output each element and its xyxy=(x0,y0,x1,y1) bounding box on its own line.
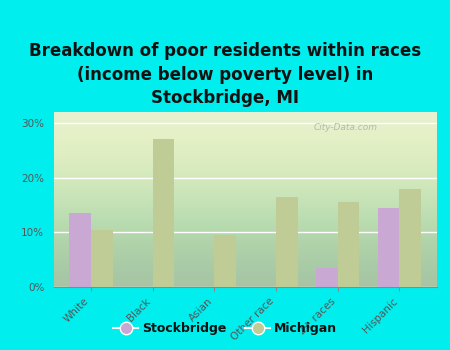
Bar xyxy=(378,208,400,287)
Bar xyxy=(214,235,236,287)
Bar xyxy=(338,202,360,287)
Legend: Stockbridge, Michigan: Stockbridge, Michigan xyxy=(108,317,342,340)
Bar xyxy=(400,189,421,287)
Bar xyxy=(276,197,298,287)
Bar xyxy=(91,230,112,287)
Bar xyxy=(316,268,338,287)
Bar xyxy=(153,139,174,287)
Text: City-Data.com: City-Data.com xyxy=(314,122,378,132)
Bar xyxy=(69,213,91,287)
Text: Breakdown of poor residents within races
(income below poverty level) in
Stockbr: Breakdown of poor residents within races… xyxy=(29,42,421,107)
